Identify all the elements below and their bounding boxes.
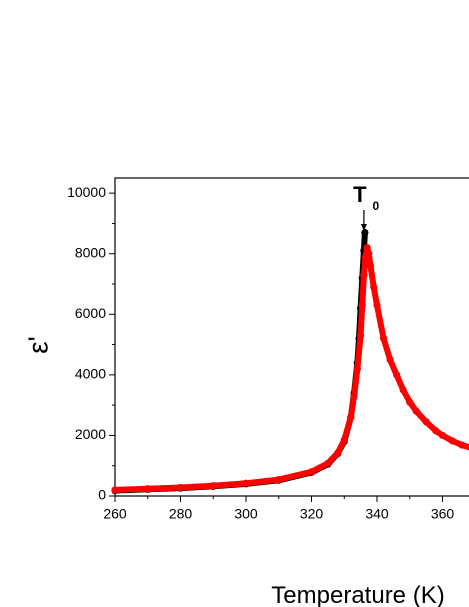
- data-point: [111, 486, 119, 494]
- annotation-arrowhead: [360, 224, 367, 231]
- y-tick-label: 6000: [75, 305, 106, 321]
- data-point: [242, 479, 250, 487]
- series-line: [114, 244, 469, 493]
- data-point: [393, 371, 401, 379]
- data-point: [347, 413, 355, 421]
- data-point: [438, 431, 447, 440]
- data-point: [448, 437, 456, 445]
- y-tick-label: 10000: [67, 184, 106, 200]
- data-point: [386, 356, 394, 364]
- data-point: [176, 483, 185, 492]
- x-tick-label: 300: [234, 506, 258, 522]
- data-point: [422, 418, 430, 426]
- data-point: [458, 441, 466, 449]
- series: [111, 244, 469, 494]
- data-point: [144, 485, 152, 493]
- x-tick-label: 320: [300, 506, 324, 522]
- y-tick-label: 8000: [75, 244, 106, 260]
- data-point: [361, 228, 369, 237]
- data-point: [366, 262, 375, 270]
- data-point: [363, 244, 371, 252]
- data-point: [350, 392, 358, 400]
- data-point: [365, 250, 373, 258]
- data-point: [209, 482, 217, 490]
- data-point: [406, 398, 414, 406]
- y-tick-label: 2000: [75, 426, 106, 442]
- series: [111, 228, 369, 495]
- data-point: [358, 301, 366, 309]
- y-tick-label: 0: [98, 487, 106, 503]
- data-point: [340, 436, 348, 444]
- y-axis-label: ε': [22, 336, 53, 354]
- data-point: [373, 301, 381, 309]
- data-point: [399, 386, 407, 394]
- data-point: [307, 468, 316, 476]
- data-point: [412, 407, 420, 415]
- x-axis-label: Temperature (K): [271, 582, 444, 607]
- data-point: [324, 459, 332, 467]
- plot-frame: [114, 177, 469, 497]
- data-point: [357, 331, 365, 340]
- annotation-subscript: 0: [373, 199, 380, 213]
- x-tick-label: 280: [169, 506, 193, 522]
- y-tick-label: 4000: [75, 366, 106, 382]
- data-point: [334, 449, 342, 457]
- data-point: [353, 365, 361, 373]
- data-point: [370, 283, 378, 291]
- data-point: [432, 427, 440, 435]
- series-line: [114, 232, 368, 494]
- annotation: T: [353, 182, 367, 207]
- data-point: [360, 271, 368, 279]
- data-point: [379, 334, 388, 343]
- x-tick-label: 260: [103, 506, 127, 522]
- x-tick-label: 340: [365, 506, 389, 522]
- x-tick-label: 360: [431, 506, 455, 522]
- data-point: [275, 476, 283, 484]
